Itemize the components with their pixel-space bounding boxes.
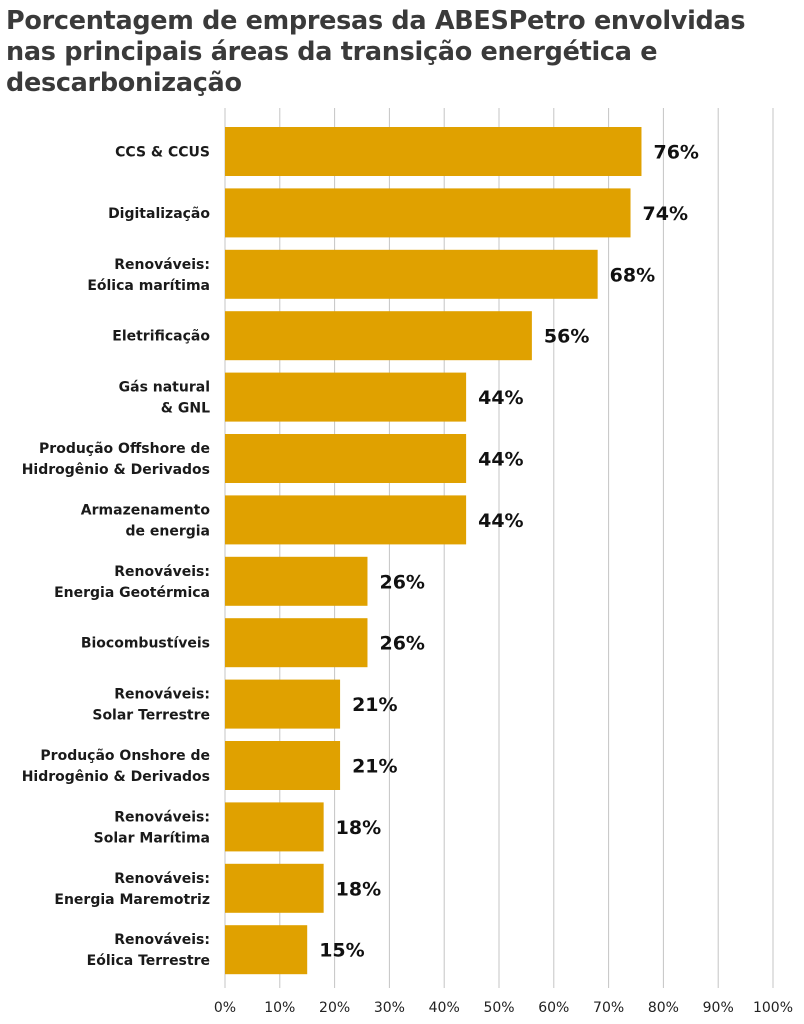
bar: [225, 495, 467, 545]
bar-value-label: 21%: [352, 694, 397, 716]
category-label: Produção Onshore de Hidrogênio & Derivado…: [22, 748, 210, 785]
x-tick-label: 70%: [593, 1000, 624, 1016]
category-label: Gás natural & GNL: [119, 380, 210, 417]
category-label: Renováveis: Solar Marítima: [94, 809, 210, 846]
category-label: Renováveis: Energia Geotérmica: [54, 564, 210, 601]
category-labels: CCS & CCUS Digitalização Renováveis: Eólica…: [22, 145, 211, 970]
x-tick-label: 10%: [264, 1000, 295, 1016]
x-tick-label: 0%: [214, 1000, 236, 1016]
bar: [225, 863, 324, 913]
x-tick-label: 40%: [429, 1000, 460, 1016]
x-tick-label: 80%: [648, 1000, 679, 1016]
bars: [225, 127, 642, 975]
chart-title: Porcentagem de empresas da ABESPetro env…: [6, 6, 746, 98]
bar: [225, 372, 467, 422]
x-tick-label: 30%: [374, 1000, 405, 1016]
category-label: Renováveis: Eólica Terrestre: [87, 932, 210, 969]
category-label: Renováveis: Eólica marítima: [87, 257, 210, 294]
x-tick-label: 60%: [538, 1000, 569, 1016]
bar-value-label: 76%: [653, 142, 698, 164]
bar: [225, 127, 642, 176]
bar: [225, 556, 368, 606]
bar: [225, 802, 324, 852]
bar-value-label: 18%: [336, 878, 381, 900]
bar: [225, 925, 308, 975]
bar: [225, 311, 532, 361]
category-label: Biocombustíveis: [81, 636, 210, 652]
bar: [225, 618, 368, 668]
category-label: Renováveis: Solar Terrestre: [92, 687, 210, 724]
bar: [225, 679, 341, 729]
x-tick-label: 50%: [483, 1000, 514, 1016]
bar-value-label: 18%: [336, 817, 381, 839]
bar-value-label: 74%: [643, 203, 688, 225]
bar-value-label: 15%: [319, 940, 364, 962]
bar-value-label: 44%: [478, 510, 523, 532]
bar-value-label: 21%: [352, 756, 397, 778]
x-axis-ticks: 0% 10% 20% 30% 40% 50% 60% 70% 80% 90% 100%: [214, 1000, 793, 1016]
category-label: Eletrificação: [112, 329, 210, 345]
category-label: Produção Offshore de Hidrogênio & Derivad…: [22, 441, 210, 478]
value-labels: 76% 74% 68% 56% 44% 44% 44% 26% 26% 21% 21% 18% 18% 1…: [319, 142, 699, 962]
category-label: Renováveis: Energia Maremotriz: [54, 871, 210, 908]
category-label: CCS & CCUS: [115, 145, 210, 161]
bar-value-label: 44%: [478, 449, 523, 471]
bar: [225, 249, 598, 299]
bar: [225, 188, 631, 238]
x-tick-label: 20%: [319, 1000, 350, 1016]
bar-value-label: 56%: [544, 326, 589, 348]
gridlines: [224, 108, 774, 988]
bar-value-label: 44%: [478, 387, 523, 409]
bar-value-label: 26%: [379, 633, 424, 655]
x-tick-label: 90%: [703, 1000, 734, 1016]
bar-value-label: 68%: [610, 264, 655, 286]
x-tick-label: 100%: [753, 1000, 793, 1016]
category-label: Armazenamento de energia: [81, 502, 211, 539]
bar-value-label: 26%: [379, 571, 424, 593]
category-label: Digitalização: [108, 206, 210, 222]
bar: [225, 434, 467, 483]
bar: [225, 741, 341, 790]
